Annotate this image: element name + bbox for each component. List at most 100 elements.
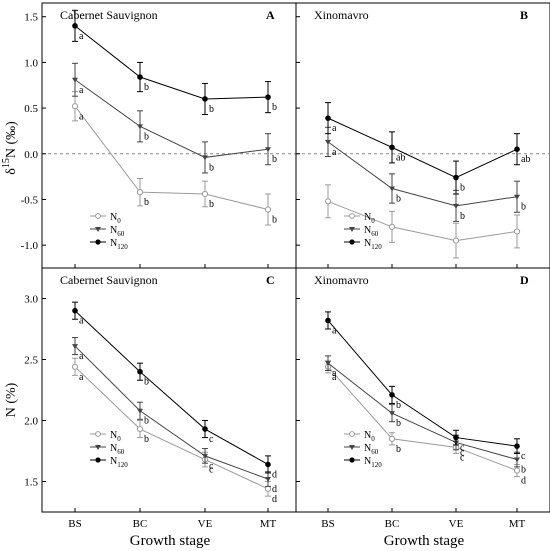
data-point [264,206,272,213]
significance-letter: b [209,104,214,115]
series-line [327,141,518,207]
panel-title: Cabernet Sauvignon [60,8,158,22]
significance-letter: b [144,434,149,445]
data-point [514,443,520,449]
legend-label: N120 [364,456,382,469]
legend-marker [95,213,101,219]
y-tick-label: 1.5 [24,12,38,24]
data-point [388,223,396,230]
significance-letter: b [460,183,465,194]
significance-letter: d [272,469,277,480]
y-axis-label-top: δ15N (‰) [1,121,19,175]
legend-marker [349,457,355,463]
significance-letter: c [460,452,465,463]
panel-letter: B [520,8,528,22]
data-point [137,124,143,130]
data-point [202,426,208,432]
series-n0 [324,184,521,259]
x-tick-label: MT [260,518,277,530]
series-n120: a ab b ab [325,102,530,195]
significance-letter: b [521,465,526,476]
significance-letter: a [332,325,337,336]
data-point [514,457,520,463]
series-n0: a b c d [71,357,277,505]
series-n60: a b c d [72,337,277,495]
significance-letter: b [272,102,277,113]
data-point [325,139,331,145]
significance-letter: a [79,372,84,383]
data-point [136,425,144,433]
legend-marker [349,239,355,245]
data-point [265,94,271,100]
significance-letter: c [209,434,214,445]
significance-letter: c [460,443,465,454]
data-point [265,477,271,483]
significance-letter: b [460,211,465,222]
data-point [137,74,143,80]
significance-letter: a [79,111,84,122]
series-line [327,362,518,461]
panel-c: 1.5 2.0 2.5 3.0 BS BC VE MT Cabernet Sauvignon Ca… [24,267,297,530]
x-tick-label: BC [133,518,148,530]
legend-label: N120 [110,238,128,251]
data-point [137,408,143,414]
significance-letter: d [272,484,277,495]
y-tick-label: 1.5 [24,477,38,489]
series-n60: a b b b [72,62,277,174]
panel-a: -1.0 -0.5 0.0 0.5 1.0 1.5 Cabernet Sauvignon Aa… [21,2,297,269]
legend-marker [349,213,355,219]
legend-marker [349,431,355,437]
data-point [389,392,395,398]
significance-letter: c [521,451,526,462]
x-tick-label: BS [321,518,334,530]
data-point [72,77,78,83]
legend-label: N120 [364,238,382,251]
legend-label: N60 [364,225,379,238]
legend-label: N0 [110,430,121,443]
y-tick-label: 0.0 [24,149,38,161]
significance-letter: b [144,416,149,427]
significance-letter: a [79,85,84,96]
data-point [513,467,521,474]
y-tick-label: -0.5 [21,194,39,206]
significance-letter: b [209,162,214,173]
significance-letter: b [144,377,149,388]
series-n120: a b b b [72,9,277,115]
data-point [324,198,332,205]
data-point [325,115,331,121]
series-line [74,366,269,490]
legend-marker [349,445,355,450]
panel-title: Xinomavro [314,273,369,287]
y-tick-label: 2.0 [24,416,38,428]
data-point [72,307,78,314]
data-point [202,155,208,161]
series-line [74,25,269,100]
data-point [453,174,459,181]
y-tick-label: 0.5 [24,103,38,115]
y-tick-label: 2.5 [24,355,38,367]
data-point [72,23,78,29]
significance-letter: ab [521,154,530,165]
significance-letter: b [209,199,214,210]
data-point [513,228,521,235]
y-axis-label-bottom: N (%) [4,382,19,417]
series-line [74,310,269,465]
x-tick-label: MT [509,518,526,530]
significance-letter: b [521,202,526,213]
legend-marker [95,457,101,463]
legend-label: N0 [364,212,375,225]
significance-letter: b [272,215,277,226]
legend-marker [95,227,101,232]
data-point [202,96,208,102]
significance-letter: a [332,123,337,134]
series-line [74,105,269,211]
significance-letter: b [396,400,401,411]
legend-label: N0 [110,212,121,225]
